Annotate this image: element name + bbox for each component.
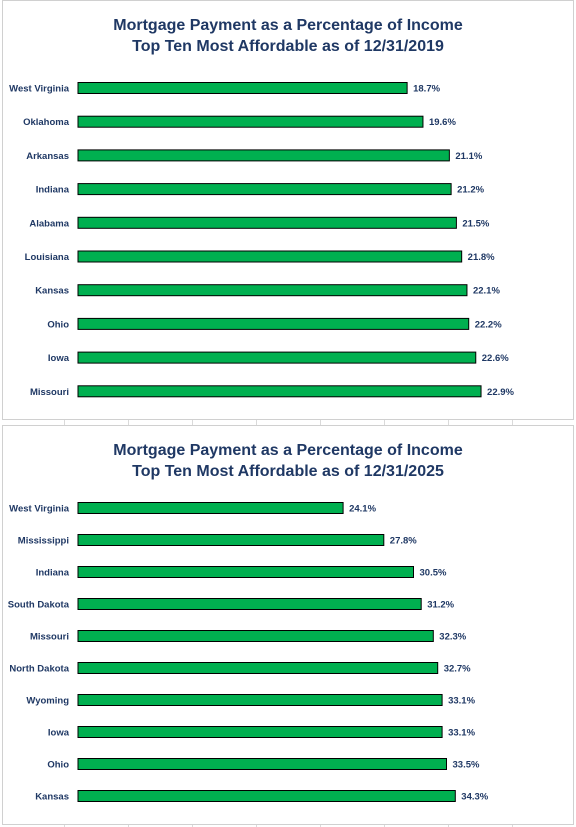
data-label: 32.3% bbox=[439, 632, 466, 643]
category-label: Alabama bbox=[29, 218, 69, 229]
category-label: Missouri bbox=[30, 632, 69, 643]
bar[interactable] bbox=[77, 250, 463, 263]
data-label: 31.2% bbox=[427, 600, 454, 611]
category-label: Louisiana bbox=[25, 252, 70, 263]
bar[interactable] bbox=[77, 183, 452, 196]
chart-title: Mortgage Payment as a Percentage of Inco… bbox=[113, 17, 463, 34]
category-label: Iowa bbox=[48, 353, 70, 364]
chart-title-block: Mortgage Payment as a Percentage of Inco… bbox=[3, 15, 573, 57]
bar[interactable] bbox=[77, 502, 344, 514]
data-label: 21.1% bbox=[455, 151, 482, 162]
category-label: Ohio bbox=[47, 760, 69, 771]
category-label: Missouri bbox=[30, 387, 69, 398]
bar[interactable] bbox=[77, 317, 470, 330]
data-label: 19.6% bbox=[429, 117, 456, 128]
data-label: 22.1% bbox=[473, 286, 500, 297]
category-label: Mississippi bbox=[18, 536, 69, 547]
data-label: 34.3% bbox=[461, 792, 488, 803]
data-label: 22.2% bbox=[475, 319, 502, 330]
data-label: 24.1% bbox=[349, 504, 376, 515]
data-label: 21.2% bbox=[457, 185, 484, 196]
data-label: 18.7% bbox=[413, 84, 440, 95]
category-label: Arkansas bbox=[26, 151, 69, 162]
bar[interactable] bbox=[77, 566, 414, 578]
category-label: West Virginia bbox=[9, 504, 70, 515]
data-label: 33.1% bbox=[448, 728, 475, 739]
bar[interactable] bbox=[77, 694, 443, 706]
chart-subtitle: Top Ten Most Affordable as of 12/31/2019 bbox=[132, 38, 444, 55]
bar[interactable] bbox=[77, 385, 482, 398]
category-label: South Dakota bbox=[8, 600, 70, 611]
bar[interactable] bbox=[77, 758, 447, 770]
data-label: 33.1% bbox=[448, 696, 475, 707]
bar[interactable] bbox=[77, 115, 424, 128]
bar[interactable] bbox=[77, 790, 456, 802]
bar[interactable] bbox=[77, 284, 468, 297]
bar[interactable] bbox=[77, 534, 385, 546]
data-label: 21.5% bbox=[462, 218, 489, 229]
data-label: 30.5% bbox=[420, 568, 447, 579]
category-label: Kansas bbox=[35, 286, 69, 297]
category-label: Indiana bbox=[36, 185, 70, 196]
bar-chart-2025: West Virginia 24.1% Mississippi 27.8% Indian… bbox=[8, 502, 489, 803]
chart-subtitle: Top Ten Most Affordable as of 12/31/2025 bbox=[132, 463, 444, 480]
data-label: 33.5% bbox=[453, 760, 480, 771]
category-label: Oklahoma bbox=[23, 117, 70, 128]
bar[interactable] bbox=[77, 216, 457, 229]
chart-2019-panel[interactable]: Mortgage Payment as a Percentage of Inco… bbox=[2, 0, 574, 420]
category-label: Indiana bbox=[36, 568, 70, 579]
bar[interactable] bbox=[77, 82, 408, 94]
category-label: North Dakota bbox=[9, 664, 69, 675]
data-label: 32.7% bbox=[444, 664, 471, 675]
category-label: Iowa bbox=[48, 728, 70, 739]
chart-2025-panel[interactable]: Mortgage Payment as a Percentage of Inco… bbox=[2, 425, 574, 825]
data-label: 21.8% bbox=[468, 252, 495, 263]
data-label: 27.8% bbox=[390, 536, 417, 547]
bar[interactable] bbox=[77, 630, 434, 642]
bar[interactable] bbox=[77, 662, 439, 674]
data-label: 22.9% bbox=[487, 387, 514, 398]
data-label: 22.6% bbox=[482, 353, 509, 364]
category-label: Ohio bbox=[47, 319, 69, 330]
bar[interactable] bbox=[77, 726, 443, 738]
category-label: West Virginia bbox=[9, 84, 70, 95]
bar[interactable] bbox=[77, 351, 477, 364]
chart-title: Mortgage Payment as a Percentage of Inco… bbox=[113, 442, 463, 459]
bar-chart-2019: West Virginia 18.7% Oklahoma 19.6% Arkansas 2… bbox=[9, 82, 515, 398]
bar[interactable] bbox=[77, 598, 422, 610]
category-label: Kansas bbox=[35, 792, 69, 803]
bar[interactable] bbox=[77, 149, 450, 162]
category-label: Wyoming bbox=[26, 696, 69, 707]
chart-title-block: Mortgage Payment as a Percentage of Inco… bbox=[3, 440, 573, 482]
